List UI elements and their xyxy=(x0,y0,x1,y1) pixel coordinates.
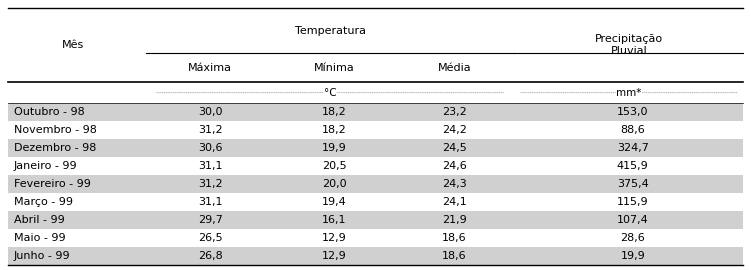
Text: mm*: mm* xyxy=(617,88,641,98)
Text: 18,2: 18,2 xyxy=(322,125,346,135)
Text: Dezembro - 98: Dezembro - 98 xyxy=(14,143,96,153)
Text: 115,9: 115,9 xyxy=(617,197,649,207)
Text: 20,5: 20,5 xyxy=(322,161,346,171)
Bar xyxy=(8,157,743,175)
Bar xyxy=(8,211,743,229)
Bar xyxy=(8,193,743,211)
Text: 26,5: 26,5 xyxy=(198,233,222,243)
Text: 19,9: 19,9 xyxy=(322,143,346,153)
Bar xyxy=(8,139,743,157)
Bar xyxy=(8,229,743,247)
Text: Mês: Mês xyxy=(62,40,84,50)
Text: 16,1: 16,1 xyxy=(322,215,346,225)
Text: Precipitação
Pluvial: Precipitação Pluvial xyxy=(595,34,663,56)
Text: 31,1: 31,1 xyxy=(198,161,222,171)
Text: 21,9: 21,9 xyxy=(442,215,466,225)
Text: 24,1: 24,1 xyxy=(442,197,466,207)
Bar xyxy=(8,175,743,193)
Text: 153,0: 153,0 xyxy=(617,107,648,117)
Text: 24,6: 24,6 xyxy=(442,161,466,171)
Text: 24,5: 24,5 xyxy=(442,143,466,153)
Bar xyxy=(8,103,743,121)
Text: 30,6: 30,6 xyxy=(198,143,222,153)
Text: 30,0: 30,0 xyxy=(198,107,222,117)
Bar xyxy=(8,121,743,139)
Text: 88,6: 88,6 xyxy=(620,125,645,135)
Text: 31,1: 31,1 xyxy=(198,197,222,207)
Text: 24,2: 24,2 xyxy=(442,125,467,135)
Text: 324,7: 324,7 xyxy=(617,143,649,153)
Text: Janeiro - 99: Janeiro - 99 xyxy=(14,161,77,171)
Text: 18,6: 18,6 xyxy=(442,233,466,243)
Text: 26,8: 26,8 xyxy=(198,251,222,261)
Text: 375,4: 375,4 xyxy=(617,179,649,189)
Text: 23,2: 23,2 xyxy=(442,107,466,117)
Text: 12,9: 12,9 xyxy=(322,251,346,261)
Text: Temperatura: Temperatura xyxy=(295,26,366,36)
Text: Outubro - 98: Outubro - 98 xyxy=(14,107,84,117)
Text: Abril - 99: Abril - 99 xyxy=(14,215,65,225)
Text: Maio - 99: Maio - 99 xyxy=(14,233,65,243)
Text: °C: °C xyxy=(324,88,336,98)
Text: 28,6: 28,6 xyxy=(620,233,645,243)
Text: 18,2: 18,2 xyxy=(322,107,346,117)
Text: Novembro - 98: Novembro - 98 xyxy=(14,125,96,135)
Bar xyxy=(8,247,743,265)
Text: 31,2: 31,2 xyxy=(198,179,222,189)
Text: Junho - 99: Junho - 99 xyxy=(14,251,70,261)
Text: 19,9: 19,9 xyxy=(620,251,645,261)
Text: 19,4: 19,4 xyxy=(322,197,346,207)
Text: Mínima: Mínima xyxy=(314,63,354,73)
Text: 24,3: 24,3 xyxy=(442,179,466,189)
Text: Máxima: Máxima xyxy=(189,63,232,73)
Text: 31,2: 31,2 xyxy=(198,125,222,135)
Text: 18,6: 18,6 xyxy=(442,251,466,261)
Text: 415,9: 415,9 xyxy=(617,161,649,171)
Text: Fevereiro - 99: Fevereiro - 99 xyxy=(14,179,90,189)
Text: 12,9: 12,9 xyxy=(322,233,346,243)
Text: Março - 99: Março - 99 xyxy=(14,197,73,207)
Text: 29,7: 29,7 xyxy=(198,215,223,225)
Text: Média: Média xyxy=(438,63,471,73)
Text: 107,4: 107,4 xyxy=(617,215,649,225)
Text: 20,0: 20,0 xyxy=(322,179,346,189)
